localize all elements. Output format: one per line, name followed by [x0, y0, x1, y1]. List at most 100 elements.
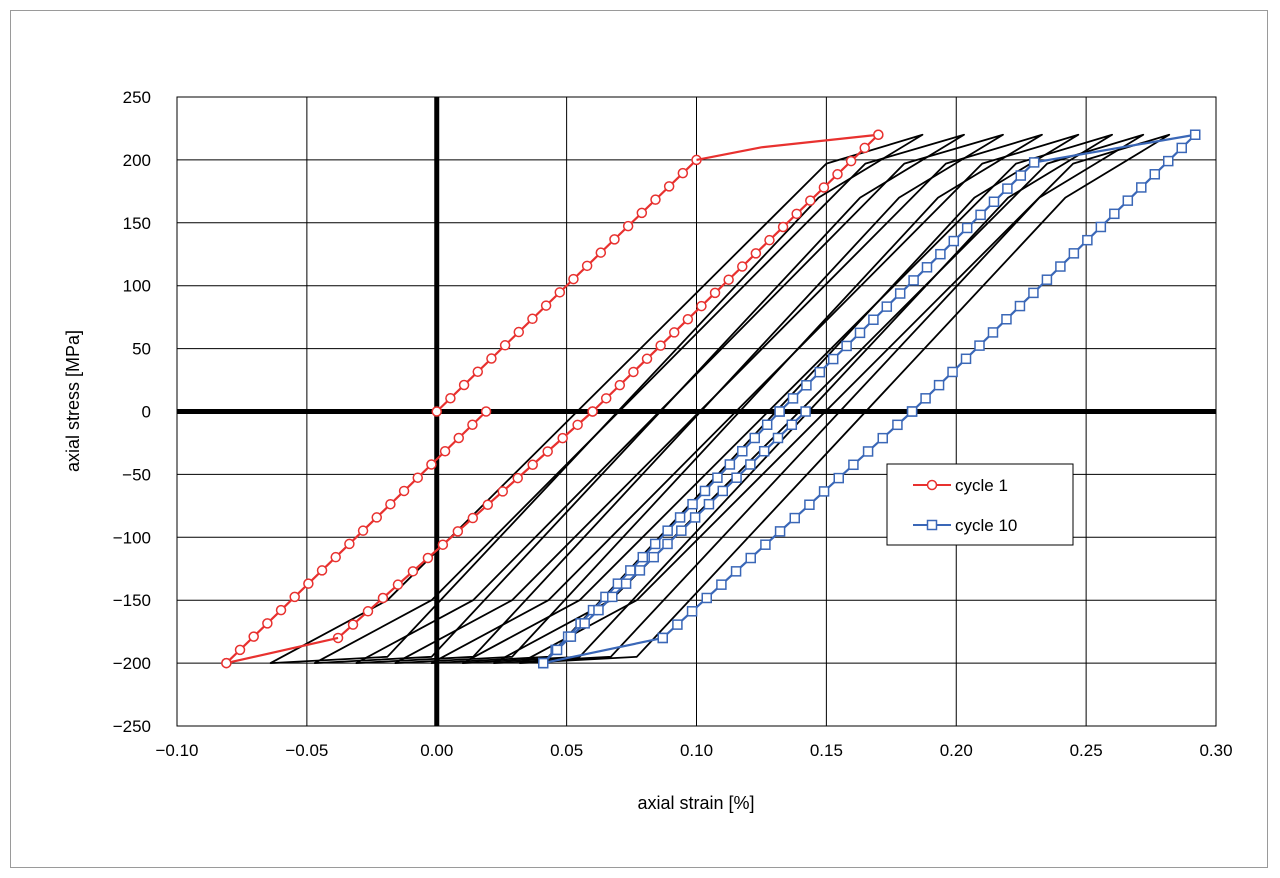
- series-2-segment: [1033, 133, 1196, 164]
- series-1-marker: [377, 592, 389, 604]
- series-2-marker: [1041, 274, 1053, 285]
- series-2-marker: [988, 196, 1000, 207]
- series-2-marker: [717, 485, 728, 497]
- series-2-marker: [761, 419, 773, 430]
- series-1-marker: [234, 644, 246, 656]
- series-2-marker: [1122, 195, 1134, 206]
- series-2-marker: [801, 380, 812, 391]
- series-2-marker: [789, 512, 800, 524]
- series-2-marker: [1082, 234, 1093, 246]
- series-2-marker: [672, 619, 683, 630]
- series-2-marker: [634, 565, 646, 576]
- series-1-marker: [540, 300, 552, 311]
- series-2-marker: [1149, 169, 1161, 180]
- series-2-marker: [649, 538, 661, 550]
- series-1-marker: [737, 261, 748, 272]
- series-1-marker: [542, 446, 553, 457]
- y-tick-label: 150: [123, 214, 151, 233]
- series-1-marker: [330, 551, 341, 563]
- series-2-marker: [1109, 208, 1120, 220]
- y-tick-label: −100: [113, 528, 151, 547]
- series-2-marker: [607, 591, 618, 603]
- series-2-marker: [894, 288, 906, 299]
- series-2-marker: [579, 618, 590, 629]
- x-tick-label: 0.10: [680, 741, 713, 760]
- y-tick-label: −250: [113, 717, 151, 736]
- y-tick-label: −50: [122, 465, 151, 484]
- series-2-marker: [774, 406, 785, 417]
- series-1-marker: [392, 579, 404, 590]
- series-2-marker: [848, 459, 859, 471]
- series-1-marker: [357, 525, 369, 536]
- series-2-marker: [689, 512, 701, 523]
- legend-cycle1-marker: [926, 479, 938, 491]
- series-1-marker: [677, 167, 689, 179]
- cycle-line-5: [394, 133, 1043, 664]
- series-1-marker: [467, 419, 478, 430]
- series-1-marker: [437, 539, 449, 550]
- series-2-marker: [662, 525, 673, 536]
- series-2-segment: [543, 636, 663, 665]
- series-1-marker: [486, 353, 497, 364]
- series-2-marker: [686, 606, 698, 617]
- series-1-marker: [458, 379, 470, 391]
- series-2-marker: [827, 353, 839, 365]
- series-1-marker: [385, 498, 396, 510]
- series-1-marker: [587, 406, 598, 417]
- series-2-marker: [881, 301, 893, 312]
- y-tick-label: 0: [142, 403, 151, 422]
- series-1-marker: [398, 485, 410, 497]
- series-1-marker: [723, 274, 734, 285]
- series-1-marker: [303, 578, 314, 589]
- series-2-marker: [921, 262, 933, 273]
- series-1-marker: [609, 234, 620, 245]
- series-1-segment: [226, 636, 339, 665]
- legend-box: [886, 463, 1074, 546]
- series-1-marker: [445, 393, 456, 404]
- series-2-marker: [620, 578, 632, 589]
- series-endpoint-marker: [537, 657, 549, 669]
- series-1-segment: [696, 133, 879, 161]
- series-2-marker: [1015, 170, 1027, 181]
- series-1-marker: [663, 181, 675, 192]
- series-2-marker: [703, 498, 715, 510]
- cycle-line-3: [313, 133, 965, 664]
- series-1-marker: [777, 221, 789, 233]
- series-2-marker: [724, 459, 736, 470]
- series-2-marker: [787, 393, 799, 404]
- series-2-marker: [774, 526, 786, 537]
- series-1-marker: [362, 606, 374, 617]
- series-1-marker: [650, 194, 661, 205]
- y-tick-label: 250: [123, 88, 151, 107]
- series-2-marker: [1014, 300, 1026, 312]
- series-endpoint-marker: [657, 632, 668, 644]
- series-2-marker: [1068, 248, 1080, 259]
- series-1-marker: [480, 406, 492, 417]
- series-1-marker: [581, 260, 593, 272]
- series-1-marker: [289, 591, 300, 603]
- series-2-marker: [551, 644, 563, 656]
- x-tick-label: 0.00: [420, 741, 453, 760]
- legend: cycle 1 cycle 10: [886, 463, 1074, 546]
- series-1-marker: [499, 340, 511, 351]
- series-1-marker: [527, 459, 538, 471]
- series-2-marker: [908, 275, 919, 286]
- series-1-marker: [431, 406, 442, 417]
- series-2-marker: [1001, 313, 1012, 325]
- series-1-marker: [482, 499, 494, 510]
- series-2-marker: [648, 551, 659, 563]
- series-1-marker: [622, 220, 634, 232]
- series-1-marker: [709, 287, 721, 299]
- series-2-marker: [737, 445, 748, 457]
- chart-frame: −0.10 −0.05 0.00 0.05 0.10 0.15 0.20 0.25 0.30 2…: [10, 10, 1268, 868]
- x-tick-label: 0.15: [810, 741, 843, 760]
- cycle-line-9: [518, 133, 1171, 664]
- series-2-marker: [565, 631, 577, 642]
- series-1-marker: [572, 419, 583, 431]
- series-2-marker: [745, 552, 756, 564]
- y-tick-label: 50: [132, 340, 151, 359]
- y-tick-label: −200: [113, 654, 151, 673]
- series-1-marker: [568, 273, 579, 285]
- series-1-marker: [600, 393, 612, 404]
- series-2-marker: [960, 353, 972, 365]
